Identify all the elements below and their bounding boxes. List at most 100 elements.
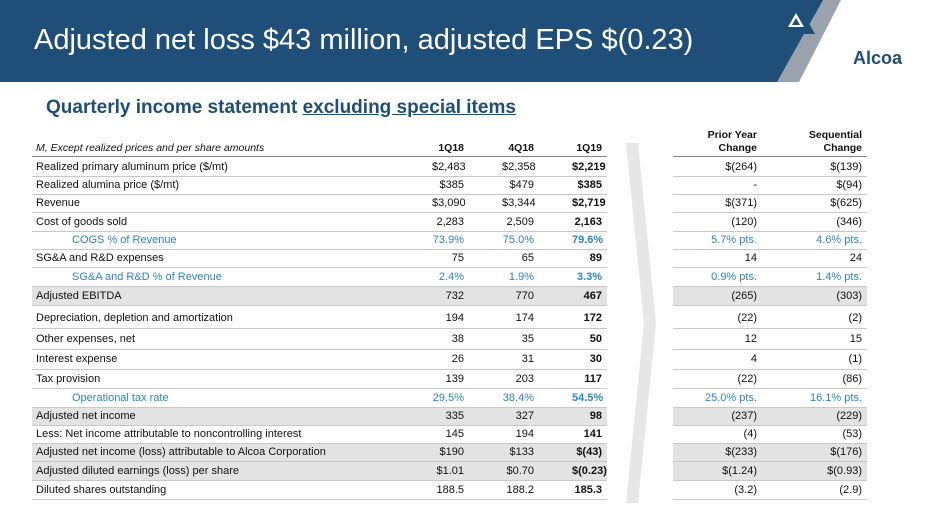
row-label: Adjusted EBITDA — [36, 290, 122, 302]
sequential-change: (2) — [848, 312, 862, 324]
sequential-change: (2.9) — [839, 484, 862, 496]
prior-year-change: 4 — [750, 353, 757, 365]
row-label: Depreciation, depletion and amortization — [36, 312, 233, 324]
value-4q18: 188.2 — [506, 484, 534, 496]
value-4q18: 194 — [515, 428, 534, 440]
row-label: Revenue — [36, 197, 81, 209]
table-row: Operational tax rate 29.5% 38.4% 54.5% — [32, 389, 607, 408]
column-header-1q18: 1Q18 — [438, 142, 464, 154]
column-header-1q19: 1Q19 — [576, 142, 602, 154]
prior-year-change: (4) — [743, 428, 757, 440]
subtitle-text: Quarterly income statement — [46, 97, 303, 118]
value-1q19: 467 — [583, 290, 602, 302]
change-row: (120) (346) — [673, 213, 867, 232]
row-label: Adjusted diluted earnings (loss) per sha… — [36, 465, 240, 477]
row-label: Realized primary aluminum price ($/mt) — [36, 161, 228, 173]
table-row: COGS % of Revenue 73.9% 75.0% 79.6% — [32, 232, 607, 250]
value-4q18: $2,358 — [502, 161, 536, 173]
sequential-change: (346) — [836, 216, 862, 228]
table-row: Tax provision 139 203 117 — [32, 370, 607, 389]
value-1q19: 3.3% — [576, 271, 602, 283]
change-row: - $(94) — [673, 177, 867, 195]
section-subtitle: Quarterly income statement excluding spe… — [46, 97, 516, 119]
prior-year-change: (265) — [731, 290, 757, 302]
value-1q19: 54.5% — [572, 392, 604, 404]
value-1q19: 185.3 — [574, 484, 602, 496]
table-row: Realized primary aluminum price ($/mt) $2… — [32, 159, 607, 177]
units-note: M, Except realized prices and per share … — [36, 142, 265, 154]
value-4q18: 75.0% — [502, 234, 534, 246]
sequential-change: 1.4% pts. — [816, 271, 862, 283]
subtitle-emphasis: excluding special items — [302, 97, 516, 118]
table-row: Adjusted EBITDA 732 770 467 — [32, 287, 607, 306]
title-banner: Adjusted net loss $43 million, adjusted … — [0, 0, 929, 82]
row-label: Interest expense — [36, 353, 118, 365]
value-1q18: 335 — [445, 410, 464, 422]
prior-year-change: 0.9% pts. — [711, 271, 757, 283]
row-label: Adjusted net income (loss) attributable … — [36, 446, 326, 458]
column-header-prior-year: Prior Year Change — [707, 129, 757, 154]
sequential-change: $(625) — [830, 197, 862, 209]
sequential-change: 24 — [849, 252, 862, 264]
sequential-change: (86) — [842, 373, 862, 385]
value-1q19: 30 — [589, 353, 602, 365]
table-row: Other expenses, net 38 35 50 — [32, 329, 607, 350]
prior-year-change: 12 — [744, 333, 757, 345]
sequential-change: 4.6% pts. — [816, 234, 862, 246]
row-label: Operational tax rate — [72, 392, 169, 404]
column-header-sequential: Sequential Change — [808, 129, 862, 154]
value-1q19: $2,219 — [572, 161, 606, 173]
sequential-change: 16.1% pts. — [810, 392, 862, 404]
change-row: $(371) $(625) — [673, 195, 867, 213]
value-1q18: 2.4% — [438, 271, 464, 283]
prior-year-change: (22) — [737, 373, 757, 385]
value-1q18: 732 — [445, 290, 464, 302]
table-row: Adjusted net income (loss) attributable … — [32, 444, 607, 462]
value-1q18: 194 — [445, 312, 464, 324]
sequential-change: (53) — [842, 428, 862, 440]
table-row: Revenue $3,090 $3,344 $2,719 — [32, 195, 607, 213]
row-label: Realized alumina price ($/mt) — [36, 179, 180, 191]
prior-year-change: 14 — [744, 252, 757, 264]
value-4q18: 2,509 — [506, 216, 534, 228]
row-label: Adjusted net income — [36, 410, 136, 422]
value-4q18: $133 — [509, 446, 534, 458]
change-row: 12 15 — [673, 329, 867, 350]
prior-year-change: 5.7% pts. — [711, 234, 757, 246]
value-1q18: $190 — [439, 446, 464, 458]
value-1q19: 89 — [589, 252, 602, 264]
row-label: Other expenses, net — [36, 333, 136, 345]
value-4q18: 1.9% — [508, 271, 534, 283]
value-4q18: $3,344 — [502, 197, 536, 209]
value-1q18: 145 — [445, 428, 464, 440]
value-4q18: $0.70 — [506, 465, 534, 477]
table-row: SG&A and R&D % of Revenue 2.4% 1.9% 3.3% — [32, 268, 607, 287]
value-1q18: 139 — [445, 373, 464, 385]
table-row: Interest expense 26 31 30 — [32, 350, 607, 370]
value-1q19: 79.6% — [572, 234, 604, 246]
value-1q18: 26 — [451, 353, 464, 365]
value-1q18: 29.5% — [432, 392, 464, 404]
value-1q18: $2,483 — [432, 161, 466, 173]
change-row: (265) (303) — [673, 287, 867, 306]
value-4q18: 38.4% — [502, 392, 534, 404]
change-row: (4) (53) — [673, 426, 867, 444]
change-row: 5.7% pts. 4.6% pts. — [673, 232, 867, 250]
alcoa-logo-icon — [777, 0, 815, 34]
column-header-4q18: 4Q18 — [508, 142, 534, 154]
prior-year-change: (22) — [737, 312, 757, 324]
sequential-change: 15 — [849, 333, 862, 345]
change-header-row: Prior Year Change Sequential Change — [673, 128, 867, 157]
row-label: Diluted shares outstanding — [36, 484, 167, 496]
row-label: Less: Net income attributable to noncont… — [36, 428, 302, 440]
value-1q19: 141 — [583, 428, 602, 440]
value-1q19: $385 — [577, 179, 602, 191]
change-row: (3.2) (2.9) — [673, 481, 867, 500]
table-header-row: M, Except realized prices and per share … — [32, 140, 607, 157]
change-row: (22) (86) — [673, 370, 867, 389]
prior-year-change: (3.2) — [734, 484, 757, 496]
prior-year-change: $(233) — [725, 446, 757, 458]
prior-year-change: (237) — [731, 410, 757, 422]
row-label: COGS % of Revenue — [72, 234, 177, 246]
sequential-change: $(94) — [836, 179, 862, 191]
